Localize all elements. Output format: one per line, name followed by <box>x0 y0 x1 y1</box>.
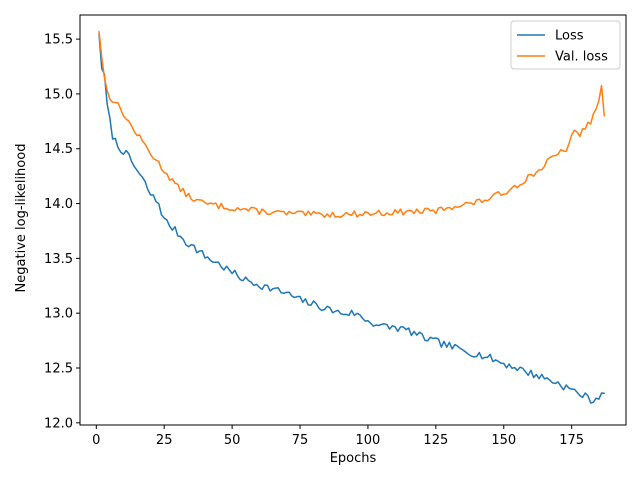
legend: Loss Val. loss <box>510 20 621 70</box>
x-tick-label: 50 <box>224 433 241 448</box>
y-tick-label: 13.5 <box>44 252 73 267</box>
legend-label: Val. loss <box>555 50 608 65</box>
plot-content <box>98 30 606 404</box>
y-tick-label: 14.5 <box>44 142 73 157</box>
y-tick-label: 12.5 <box>44 361 73 376</box>
x-tick-label: 175 <box>559 433 584 448</box>
x-tick-label: 0 <box>92 433 100 448</box>
plot-frame <box>79 14 627 426</box>
y-axis-label: Negative log-likelihood <box>14 144 29 293</box>
x-tick-label: 150 <box>491 433 516 448</box>
legend-label: Loss <box>555 29 584 44</box>
y-tick-label: 15.0 <box>44 87 73 102</box>
x-tick-label: 75 <box>292 433 309 448</box>
y-tick-label: 15.5 <box>44 33 73 48</box>
y-tick-label: 14.0 <box>44 197 73 212</box>
x-axis-label: Epochs <box>330 451 377 466</box>
y-tick-label: 12.0 <box>44 416 73 431</box>
x-tick-label: 125 <box>423 433 448 448</box>
y-axis-ticks: 12.0 12.5 13.0 13.5 14.0 14.5 15.0 15.5 <box>44 33 80 431</box>
y-tick-label: 13.0 <box>44 307 73 322</box>
x-tick-label: 100 <box>356 433 381 448</box>
x-axis-ticks: 0 25 50 75 100 125 150 175 <box>92 425 584 448</box>
series-line-val-loss <box>98 30 606 219</box>
legend-box <box>510 20 621 70</box>
x-tick-label: 25 <box>156 433 173 448</box>
series-line-loss <box>98 32 606 404</box>
